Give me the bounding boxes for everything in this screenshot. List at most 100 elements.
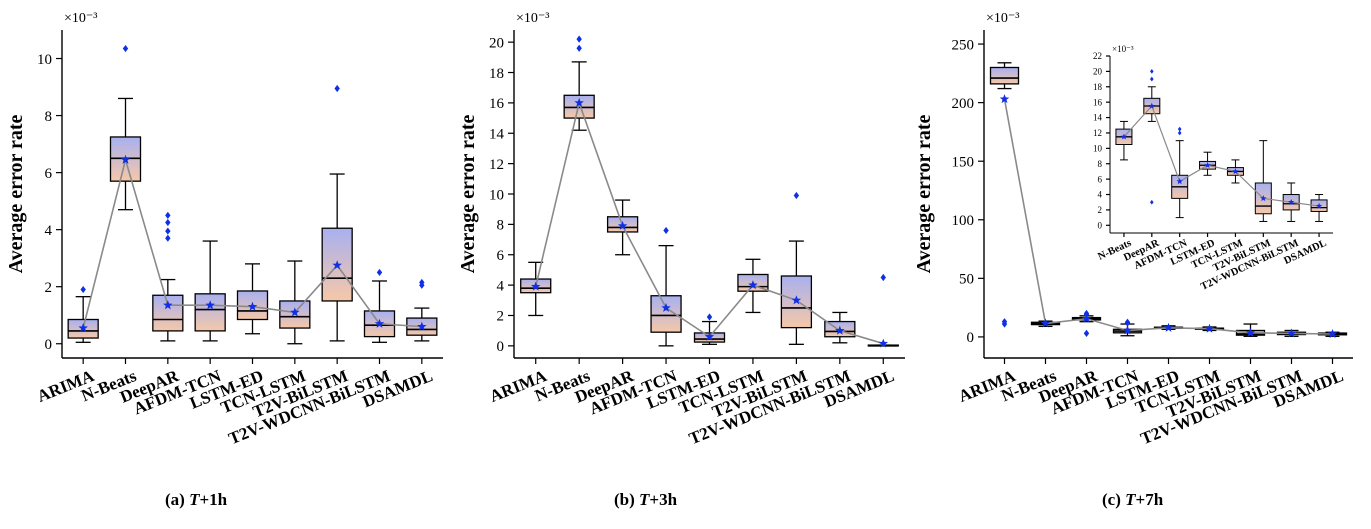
mean-star bbox=[332, 260, 342, 270]
mean-star bbox=[1245, 327, 1256, 337]
outlier-point bbox=[793, 191, 800, 200]
panel-inset-box-deepar bbox=[1143, 68, 1161, 205]
panel-inset-ytick-label: 16 bbox=[1093, 97, 1103, 107]
mean-star bbox=[417, 321, 427, 331]
panel-a-ytick-label: 6 bbox=[45, 166, 53, 182]
mean-star bbox=[748, 280, 758, 290]
panel-c-ytick-label: 250 bbox=[952, 37, 975, 53]
outlier-point bbox=[165, 227, 171, 235]
panel-c-ytick-label: 50 bbox=[959, 272, 974, 288]
panel-inset-ytick-label: 10 bbox=[1093, 143, 1103, 153]
mean-star bbox=[1232, 168, 1239, 175]
caption-c-suffix: +7h bbox=[1135, 490, 1164, 509]
panel-b-scale-label: ×10⁻³ bbox=[516, 11, 549, 26]
panel-b-ytick-label: 18 bbox=[489, 66, 504, 82]
panel-b-ytick-label: 8 bbox=[497, 218, 505, 234]
panel-a-box-afdm-tcn bbox=[194, 240, 226, 342]
outlier-point bbox=[165, 234, 171, 242]
box-iqr bbox=[279, 300, 311, 329]
outlier-point bbox=[1177, 126, 1182, 132]
mean-star bbox=[574, 97, 584, 107]
mean-star bbox=[704, 331, 715, 341]
outlier-point bbox=[376, 268, 383, 277]
panel-a-ylabel: Average error rate bbox=[5, 114, 27, 273]
mean-star bbox=[247, 301, 258, 311]
mean-star bbox=[1176, 178, 1183, 185]
panel-c-ytick-label: 100 bbox=[952, 213, 975, 229]
mean-star bbox=[530, 281, 541, 291]
panel-a-box-arima bbox=[67, 285, 99, 343]
panel-a-box-deepar bbox=[152, 211, 184, 342]
outlier-point bbox=[663, 226, 669, 235]
mean-star bbox=[1204, 161, 1211, 169]
mean-star bbox=[999, 94, 1010, 104]
panel-c-ylabel: Average error rate bbox=[913, 114, 935, 273]
caption-b-prefix: (b) bbox=[614, 490, 640, 509]
mean-star bbox=[1163, 322, 1174, 332]
panel-b-box-t2v-bilstm bbox=[780, 191, 813, 345]
mean-star bbox=[78, 323, 88, 333]
panel-b-ytick-label: 14 bbox=[489, 127, 505, 143]
panel-b-mean-line bbox=[534, 100, 884, 345]
panel-inset-ytick-label: 8 bbox=[1098, 159, 1103, 169]
mean-star bbox=[1315, 202, 1323, 209]
panel-a-scale-label: ×10⁻³ bbox=[64, 11, 97, 26]
panel-inset-ytick-label: 18 bbox=[1093, 82, 1103, 92]
outlier-point bbox=[576, 44, 582, 52]
mean-star bbox=[791, 295, 802, 305]
mean-star bbox=[1287, 198, 1295, 205]
caption-c-prefix: (c) bbox=[1102, 490, 1126, 509]
caption-b-suffix: +3h bbox=[649, 490, 678, 509]
panel-a-box-tcn-lstm bbox=[279, 260, 311, 345]
outlier-point bbox=[165, 211, 171, 219]
mean-star bbox=[1120, 133, 1128, 140]
mean-star bbox=[205, 300, 215, 310]
panel-inset-ytick-label: 0 bbox=[1098, 220, 1103, 230]
panel-c-ytick-label: 150 bbox=[952, 154, 975, 170]
panel-inset-ytick-label: 22 bbox=[1093, 51, 1102, 61]
outlier-point bbox=[1001, 318, 1008, 326]
panel-b-ytick-label: 10 bbox=[489, 187, 504, 203]
panel-a-ytick-label: 0 bbox=[45, 337, 53, 353]
panel-a-ytick-label: 2 bbox=[45, 280, 53, 296]
panel-a-box-dsamdl bbox=[406, 278, 438, 342]
outlier-point bbox=[1083, 309, 1090, 318]
outlier-point bbox=[880, 273, 886, 282]
panel-b-ytick-label: 16 bbox=[489, 96, 505, 112]
mean-star bbox=[1260, 194, 1267, 202]
panel-a-ytick-label: 8 bbox=[45, 109, 53, 125]
mean-star bbox=[617, 220, 628, 230]
panel-c-box-arima bbox=[989, 62, 1020, 328]
panel-b-box-n-beats bbox=[563, 35, 595, 131]
caption-a-prefix: (a) bbox=[165, 490, 190, 509]
panel-inset-box-afdm-tcn bbox=[1171, 126, 1189, 219]
panel-inset-scale-label: ×10⁻³ bbox=[1112, 44, 1134, 54]
mean-star bbox=[878, 338, 889, 348]
mean-star bbox=[1081, 313, 1092, 323]
panel-inset-ytick-label: 12 bbox=[1093, 128, 1102, 138]
panel-inset-ytick-label: 4 bbox=[1098, 190, 1103, 200]
outlier-point bbox=[122, 44, 129, 53]
box-iqr bbox=[194, 293, 226, 332]
outlier-point bbox=[576, 35, 582, 43]
panel-a-box-lstm-ed bbox=[236, 263, 269, 335]
outlier-point bbox=[1124, 318, 1131, 326]
mean-star bbox=[120, 154, 131, 164]
panel-c-ytick-label: 0 bbox=[967, 330, 975, 346]
outlier-point bbox=[1150, 199, 1154, 205]
panel-c-scale-label: ×10⁻³ bbox=[986, 11, 1019, 26]
outlier-point bbox=[80, 285, 86, 294]
panel-inset-mean-line bbox=[1123, 104, 1320, 207]
panel-a-ytick-label: 4 bbox=[45, 223, 53, 239]
caption-c-T: T bbox=[1125, 490, 1136, 509]
panel-b-ytick-label: 12 bbox=[489, 157, 504, 173]
panel-inset-ytick-label: 2 bbox=[1098, 205, 1103, 215]
panel-b-ytick-label: 4 bbox=[497, 278, 505, 294]
panel-b-ytick-label: 0 bbox=[497, 339, 505, 355]
caption-a-suffix: +1h bbox=[199, 490, 228, 509]
outlier-point bbox=[334, 84, 340, 93]
